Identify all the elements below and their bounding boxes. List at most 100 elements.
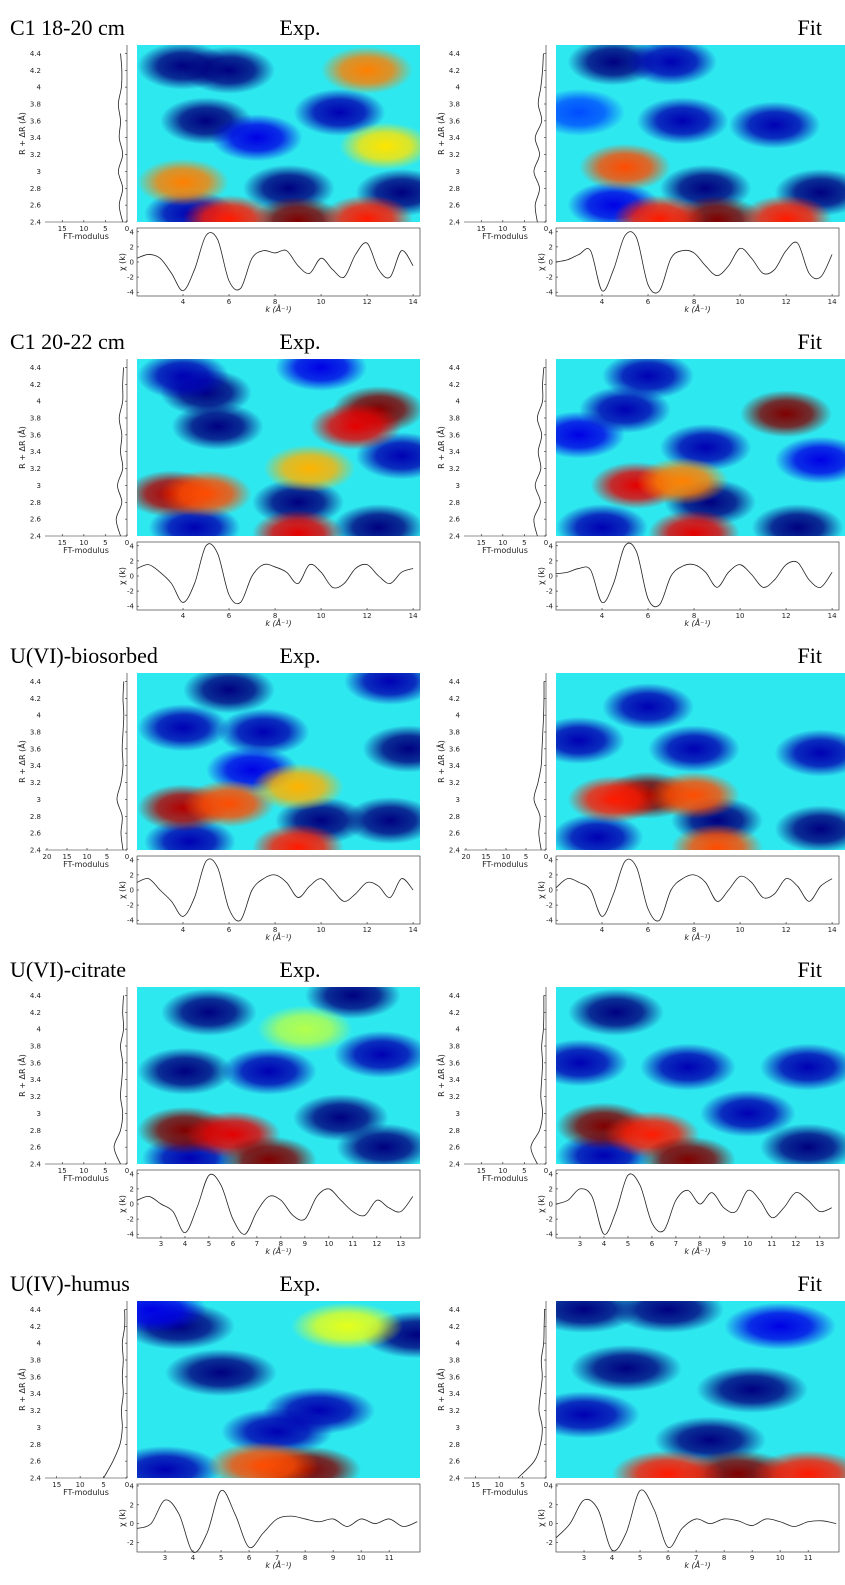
k-tick-label: 10	[317, 926, 326, 934]
heatmap	[137, 359, 420, 536]
r-tick-label: 2.4	[449, 847, 461, 855]
k-tick-label: 4	[183, 1240, 188, 1248]
heatmap-peak	[263, 1386, 376, 1435]
r-tick-label: 2.6	[449, 1458, 461, 1466]
r-tick-label: 2.6	[30, 202, 42, 210]
r-tick-label: 3	[456, 796, 460, 804]
chi-tick-label: 0	[549, 1201, 553, 1209]
k-tick-label: 10	[743, 1240, 752, 1248]
ft-tick-label: 0	[544, 1481, 548, 1489]
k-axis-label: k (Å⁻¹)	[684, 1559, 710, 1570]
r-tick-label: 2.6	[30, 1458, 42, 1466]
k-tick-label: 11	[348, 1240, 357, 1248]
chi-tick-label: 4	[130, 1170, 135, 1178]
ft-tick-label: 10	[502, 853, 511, 861]
r-tick-label: 3.2	[30, 1407, 41, 1415]
chi-tick-label: -4	[546, 917, 554, 925]
r-tick-label: 4.2	[449, 1009, 460, 1017]
k-tick-label: 14	[828, 926, 837, 934]
chi-tick-label: 0	[130, 259, 134, 267]
chi-tick-label: 2	[130, 1501, 134, 1509]
heatmap-peak	[137, 704, 230, 752]
chi-tick-label: 2	[130, 243, 134, 251]
r-axis-label: R + ΔR (Å)	[435, 426, 446, 469]
panel-title: Exp.	[280, 1271, 321, 1296]
k-tick-label: 8	[303, 1554, 307, 1562]
heatmap-peak	[648, 725, 741, 773]
ft-tick-label: 5	[105, 853, 109, 861]
r-tick-label: 3.4	[449, 448, 461, 456]
k-tick-label: 6	[650, 1240, 655, 1248]
chi-tick-label: 0	[130, 887, 134, 895]
k-axis-label: k (Å⁻¹)	[684, 303, 710, 314]
k-axis-label: k (Å⁻¹)	[265, 303, 291, 314]
chi-tick-label: -4	[546, 1231, 554, 1239]
k-tick-label: 4	[600, 298, 605, 306]
heatmap-peak	[570, 1344, 683, 1393]
k-tick-label: 6	[231, 1240, 236, 1248]
heatmap	[556, 987, 845, 1164]
r-tick-label: 3.6	[449, 1059, 461, 1067]
k-tick-label: 9	[750, 1554, 754, 1562]
r-tick-label: 4	[456, 398, 461, 406]
chi-tick-label: 0	[130, 573, 134, 581]
r-tick-label: 2.8	[449, 499, 460, 507]
ft-tick-label: 5	[101, 1481, 105, 1489]
r-tick-label: 3.4	[30, 134, 42, 142]
heatmap-peak	[751, 503, 844, 536]
ft-axis-label: FT-modulus	[482, 860, 528, 869]
k-tick-label: 11	[767, 1240, 776, 1248]
r-tick-label: 3.2	[449, 1093, 460, 1101]
k-tick-label: 12	[363, 298, 372, 306]
chi-frame	[555, 541, 840, 611]
heatmap-peak	[321, 46, 414, 94]
chi-tick-label: 2	[130, 1185, 134, 1193]
heatmap-peak	[774, 805, 845, 850]
chi-axis-label: χ (k)	[537, 253, 546, 271]
ft-axis-label: FT-modulus	[63, 546, 109, 555]
r-tick-label: 3.8	[30, 1357, 41, 1365]
heatmap-peak	[556, 1039, 628, 1087]
r-tick-label: 3.6	[449, 1373, 461, 1381]
ft-tick-label: 15	[63, 853, 72, 861]
ft-curve	[115, 367, 124, 537]
chi-frame	[555, 227, 840, 297]
panel-title: Fit	[798, 1271, 822, 1296]
k-tick-label: 8	[698, 1240, 702, 1248]
chi-axis-label: χ (k)	[118, 1509, 127, 1527]
row-label: U(VI)-biosorbed	[10, 643, 158, 668]
chi-frame	[136, 1169, 421, 1239]
ft-tick-label: 0	[125, 539, 129, 547]
r-tick-label: 3.8	[449, 415, 460, 423]
heatmap-peak	[774, 436, 845, 484]
ft-tick-label: 10	[79, 1167, 88, 1175]
k-tick-label: 12	[791, 1240, 800, 1248]
panel-title: Fit	[798, 957, 822, 982]
chi-tick-label: -2	[546, 1539, 553, 1547]
chi-axis-label: χ (k)	[537, 881, 546, 899]
r-tick-label: 3	[37, 482, 41, 490]
heatmap-peak	[648, 771, 741, 819]
ft-tick-label: 10	[79, 225, 88, 233]
heatmap-peak	[339, 122, 420, 170]
heatmap-peak	[137, 359, 230, 400]
chi-tick-label: 0	[130, 1520, 134, 1528]
chi-tick-label: -2	[546, 588, 553, 596]
chi-curve	[555, 1489, 837, 1552]
chi-tick-label: 0	[549, 887, 553, 895]
chi-frame	[136, 541, 421, 611]
chi-curve	[136, 543, 414, 605]
r-tick-label: 3.2	[30, 151, 41, 159]
k-tick-label: 6	[646, 298, 651, 306]
r-tick-label: 4.2	[30, 381, 41, 389]
k-tick-label: 4	[181, 298, 186, 306]
chi-tick-label: -4	[127, 289, 135, 297]
r-axis-label: R + ΔR (Å)	[435, 740, 446, 783]
chi-tick-label: -2	[127, 274, 134, 282]
r-tick-label: 4.4	[30, 1306, 42, 1314]
r-tick-label: 2.6	[449, 1144, 461, 1152]
r-tick-label: 3.4	[30, 448, 42, 456]
ft-tick-label: 5	[103, 1167, 107, 1175]
heatmap-peak	[648, 509, 741, 536]
